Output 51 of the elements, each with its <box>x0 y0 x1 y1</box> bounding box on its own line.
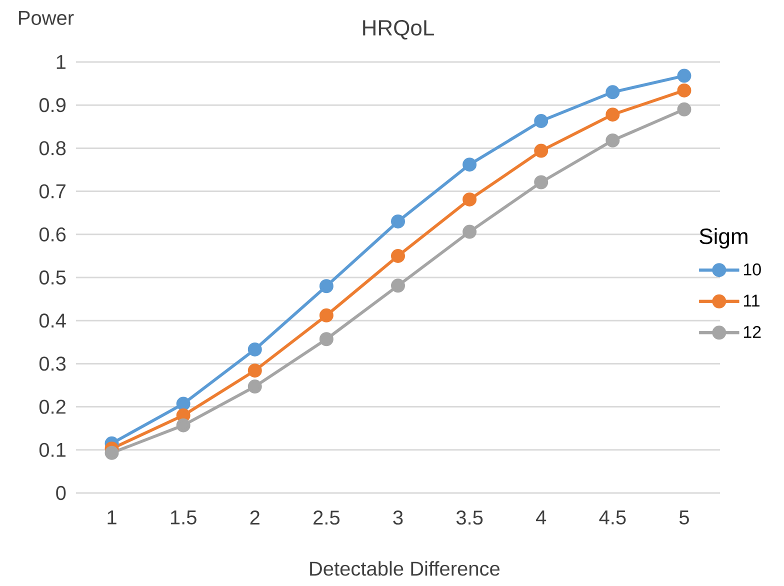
point <box>391 214 405 228</box>
y-tick-label: 0.1 <box>39 442 66 457</box>
legend-label: 12 <box>744 326 761 338</box>
chart-title: HRQoL <box>363 20 434 40</box>
y-tick-label: 1 <box>56 55 66 69</box>
x-tick-label: 1 <box>108 510 116 524</box>
y-tick-label: 0.9 <box>39 98 66 112</box>
point <box>248 380 262 394</box>
point <box>606 108 620 122</box>
x-tick-label: 5 <box>679 510 689 524</box>
point <box>248 364 262 378</box>
x-tick-label: 1.5 <box>170 510 196 524</box>
point <box>677 68 692 83</box>
x-tick-label: 3.5 <box>456 510 483 525</box>
point <box>677 102 692 116</box>
legend-label: 11 <box>744 294 760 306</box>
point <box>606 133 620 148</box>
y-tick-label: 0 <box>56 486 66 500</box>
point <box>104 446 119 460</box>
x-tick-label: 4 <box>536 510 546 524</box>
legend-title: Sigm <box>700 228 748 248</box>
x-tick-label: 3 <box>393 510 403 525</box>
point <box>248 342 262 356</box>
y-axis-title: Power <box>19 11 74 25</box>
y-tick-label: 0.6 <box>39 227 66 242</box>
point <box>391 278 405 293</box>
point <box>462 158 477 172</box>
x-tick-label: 4.5 <box>599 510 626 524</box>
y-tick-label: 0.8 <box>39 141 66 156</box>
point <box>176 418 190 432</box>
y-tick-label: 0.7 <box>39 184 66 198</box>
x-tick-label: 2 <box>250 510 260 524</box>
point <box>319 308 334 322</box>
y-tick-label: 0.3 <box>39 356 66 371</box>
legend-label: 10 <box>744 263 761 276</box>
point <box>534 175 548 190</box>
point <box>534 114 548 128</box>
point <box>176 396 190 411</box>
point <box>534 144 548 158</box>
y-tick-label: 0.4 <box>39 314 66 328</box>
point <box>319 332 334 346</box>
x-axis-title: Detectable Difference <box>310 561 500 576</box>
point <box>391 248 405 263</box>
point <box>677 83 692 98</box>
x-tick-label: 2.5 <box>314 510 340 525</box>
y-tick-label: 0.5 <box>39 270 66 285</box>
point <box>606 85 620 100</box>
y-tick-label: 0.2 <box>39 400 66 414</box>
point <box>319 279 334 294</box>
point <box>462 192 477 206</box>
point <box>462 224 477 239</box>
